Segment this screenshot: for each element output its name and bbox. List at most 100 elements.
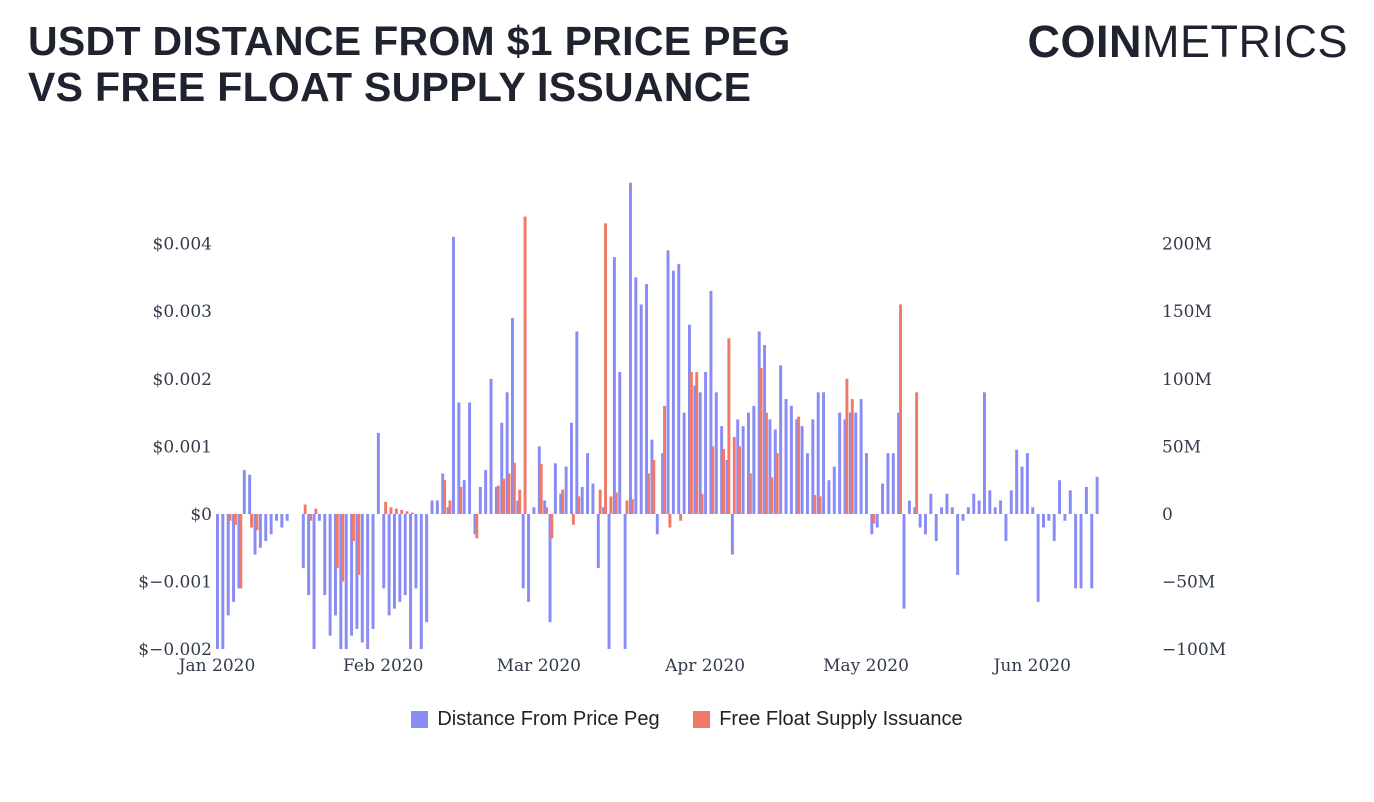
supply-issuance-bar — [550, 514, 554, 539]
peg-distance-bar — [1020, 466, 1024, 514]
peg-distance-bar — [414, 514, 418, 589]
peg-distance-bar — [961, 514, 965, 521]
supply-issuance-bar — [228, 514, 232, 521]
supply-issuance-bar — [351, 514, 355, 542]
peg-distance-bar — [999, 500, 1003, 514]
peg-distance-bar — [280, 514, 284, 528]
peg-distance-bar — [393, 514, 396, 609]
supply-issuance-bar — [502, 478, 506, 514]
supply-issuance-bar — [394, 508, 398, 514]
peg-distance-bar — [591, 483, 595, 514]
supply-issuance-bar — [523, 216, 527, 514]
left-tick-label: $0.004 — [153, 235, 212, 255]
peg-distance-bar — [452, 236, 455, 514]
peg-distance-bar — [307, 514, 311, 596]
supply-issuance-bar — [448, 500, 452, 514]
peg-distance-bar — [371, 514, 375, 629]
peg-distance-bar — [1009, 490, 1013, 514]
peg-distance-bar — [1031, 507, 1035, 514]
peg-distance-bar — [666, 250, 670, 515]
peg-distance-bar — [532, 507, 536, 514]
peg-distance-bar — [629, 182, 632, 514]
peg-distance-bar — [1095, 476, 1099, 514]
supply-issuance-bar — [797, 416, 801, 514]
peg-distance-bar — [435, 500, 439, 514]
left-axis-ticks: $0.004 $0.003 $0.002 $0.001 $0 $−0.001 $−0.002 — [138, 235, 212, 661]
peg-distance-bar — [934, 514, 938, 542]
supply-issuance-bar — [663, 405, 667, 514]
peg-distance-bar — [993, 507, 997, 514]
peg-distance-bar — [924, 514, 927, 535]
peg-distance-bar — [671, 270, 675, 514]
peg-distance-bar — [612, 257, 616, 514]
peg-distance-bar — [714, 392, 718, 514]
supply-issuance-bar — [357, 514, 361, 575]
peg-distance-bar — [875, 514, 879, 528]
supply-issuance-bar — [813, 495, 817, 514]
peg-distance-bar — [1052, 514, 1056, 542]
peg-distance-bar — [527, 514, 531, 602]
supply-issuance-bar — [577, 496, 581, 514]
supply-issuance-bar — [679, 514, 683, 521]
peg-distance-bar — [816, 392, 820, 514]
supply-issuance-bar — [389, 507, 393, 514]
peg-distance-bar — [607, 514, 611, 649]
peg-distance-bar — [602, 507, 606, 514]
peg-distance-bar — [350, 514, 354, 636]
peg-distance-bar — [757, 331, 761, 514]
peg-distance-bar — [441, 473, 445, 514]
logo-light-part: METRICS — [1142, 16, 1348, 67]
peg-distance-bar — [216, 514, 219, 649]
peg-distance-bar — [806, 453, 809, 514]
supply-issuance-bar — [512, 462, 516, 514]
logo-bold-part: COIN — [1027, 16, 1142, 67]
peg-distance-bar — [848, 412, 852, 514]
peg-distance-bar — [586, 453, 590, 514]
peg-distance-bar — [1004, 514, 1008, 542]
supply-issuance-bar — [571, 514, 575, 525]
coinmetrics-logo: COINMETRICS — [1028, 16, 1349, 68]
peg-distance-bar — [484, 470, 488, 514]
peg-distance-bar — [398, 514, 402, 602]
supply-issuance-bar — [239, 514, 243, 589]
supply-issuance-bar — [598, 489, 602, 514]
supply-issuance-bar — [233, 514, 237, 525]
peg-distance-bar — [553, 463, 557, 514]
peg-distance-bar — [741, 426, 745, 514]
chart-title-line-2: VS FREE FLOAT SUPPLY ISSUANCE — [28, 64, 752, 110]
peg-distance-bar — [811, 419, 815, 514]
peg-distance-bar — [693, 385, 697, 514]
peg-distance-bar — [258, 514, 262, 548]
left-tick-label: $−0.001 — [138, 573, 212, 593]
supply-issuance-bar — [459, 486, 463, 514]
legend-item-issuance[interactable]: Free Float Supply Issuance — [693, 708, 963, 731]
peg-distance-bar — [940, 507, 944, 514]
peg-distance-bar — [983, 392, 986, 514]
legend-label-peg: Distance From Price Peg — [437, 708, 660, 730]
peg-distance-bar — [516, 500, 520, 514]
peg-distance-bar — [634, 277, 638, 514]
chart-title: USDT DISTANCE FROM $1 PRICE PEG VS FREE … — [28, 18, 791, 110]
peg-distance-bar — [650, 439, 654, 514]
peg-distance-bar — [929, 493, 933, 514]
x-axis-ticks: Jan 2020 Feb 2020 Mar 2020 Apr 2020 May 2020… — [177, 656, 1071, 676]
supply-issuance-bar — [443, 480, 447, 514]
peg-distance-bar — [859, 399, 863, 514]
peg-distance-bar — [1090, 514, 1094, 589]
peg-distance-bar — [580, 486, 584, 514]
legend-item-peg[interactable]: Distance From Price Peg — [411, 708, 660, 731]
peg-distance-bar — [419, 514, 423, 649]
bar-chart: $0.004 $0.003 $0.002 $0.001 $0 $−0.001 $−0.002… — [138, 182, 1226, 676]
peg-distance-bar — [570, 422, 573, 514]
supply-issuance-bar — [341, 514, 345, 582]
peg-distance-bar — [784, 399, 788, 514]
peg-distance-bar — [832, 466, 836, 514]
peg-distance-bar — [1084, 486, 1088, 514]
peg-distance-bar — [355, 514, 359, 629]
supply-issuance-bar — [915, 392, 919, 514]
peg-distance-bar — [537, 446, 541, 514]
peg-distance-bar — [768, 419, 772, 514]
supply-issuance-bar — [400, 509, 404, 514]
peg-distance-bar — [253, 514, 257, 555]
peg-distance-bar — [752, 405, 756, 514]
